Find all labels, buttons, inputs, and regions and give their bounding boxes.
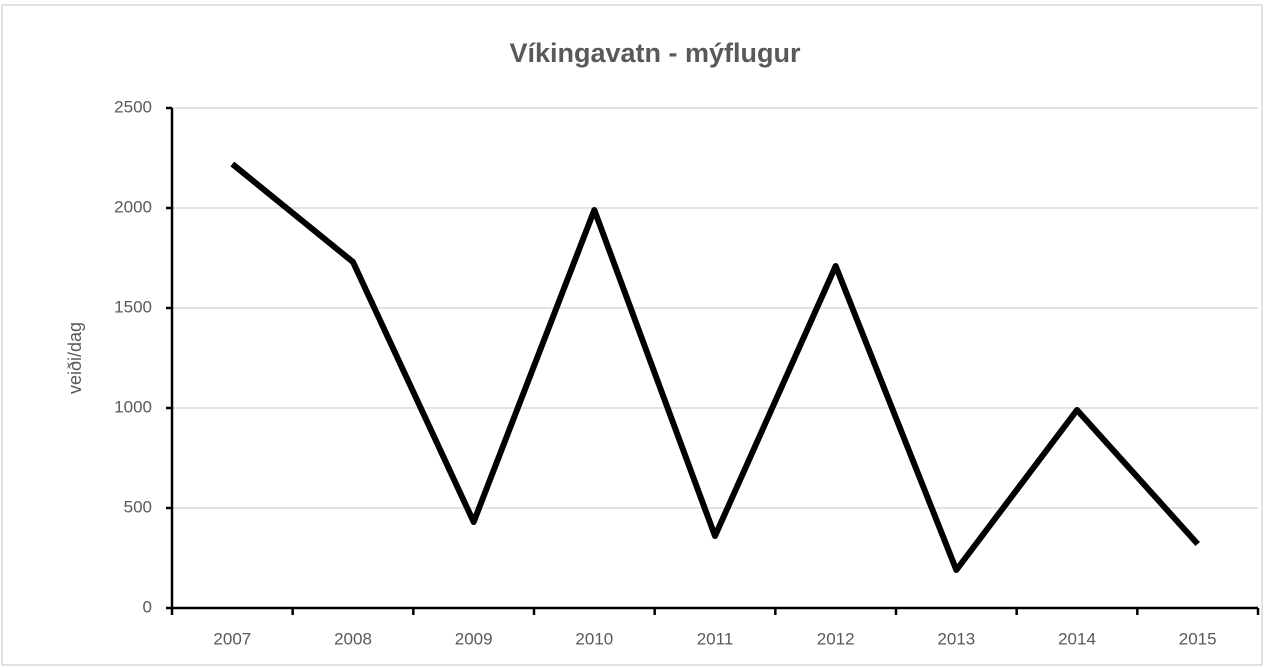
chart-title: Víkingavatn - mýflugur — [509, 38, 801, 68]
y-tick-label: 1500 — [114, 297, 152, 316]
chart-border — [1, 4, 1263, 666]
x-tick-label: 2010 — [575, 629, 613, 648]
y-tick-label: 500 — [124, 497, 152, 516]
y-axis-label: veiði/dag — [65, 322, 85, 394]
x-tick-label: 2015 — [1179, 629, 1217, 648]
x-tick-label: 2014 — [1058, 629, 1096, 648]
x-tick-label: 2008 — [334, 629, 372, 648]
x-tick-label: 2011 — [697, 629, 734, 648]
x-tick-label: 2009 — [455, 629, 493, 648]
data-line — [230, 161, 1200, 573]
y-tick-label: 0 — [143, 597, 152, 616]
x-tick-label: 2012 — [817, 629, 855, 648]
y-tick-label: 2500 — [114, 97, 152, 116]
x-tick-label: 2007 — [213, 629, 251, 648]
y-tick-label: 2000 — [114, 197, 152, 216]
y-tick-label: 1000 — [114, 397, 152, 416]
x-tick-label: 2013 — [937, 629, 975, 648]
